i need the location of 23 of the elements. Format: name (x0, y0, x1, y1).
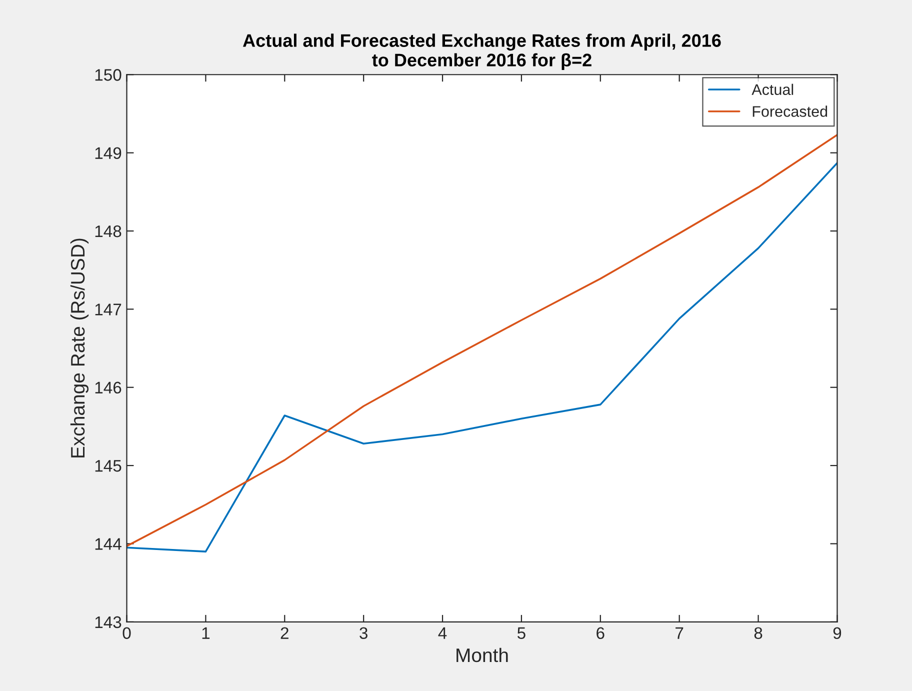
y-tick-label: 145 (95, 460, 122, 472)
y-tick-label: 147 (95, 304, 122, 316)
x-tick-label: 8 (754, 627, 762, 640)
legend-label: Forecasted (752, 106, 828, 117)
legend-label: Actual (752, 84, 794, 96)
y-tick-label: 146 (95, 382, 122, 394)
x-tick-label: 4 (438, 627, 447, 639)
y-tick-label: 149 (95, 147, 122, 160)
y-tick-label: 150 (95, 69, 122, 81)
x-tick-label: 7 (676, 627, 684, 639)
x-tick-label: 2 (280, 627, 288, 639)
x-tick-label: 6 (596, 627, 604, 640)
x-tick-label: 9 (833, 627, 842, 640)
x-tick-label: 1 (202, 627, 210, 639)
y-tick-label: 148 (95, 225, 122, 238)
y-tick-label: 144 (95, 538, 122, 550)
x-tick-label: 3 (360, 627, 368, 640)
x-tick-label: 0 (122, 627, 131, 640)
x-axis-title: Month (456, 648, 508, 662)
chart-title: Actual and Forecasted Exchange Rates from April, 2016 to December 2016 for β=2 (242, 34, 721, 70)
x-tick-label: 5 (517, 627, 526, 640)
y-tick-label: 143 (95, 616, 122, 628)
y-axis-title: Exchange Rate (Rs/USD) (70, 238, 89, 458)
